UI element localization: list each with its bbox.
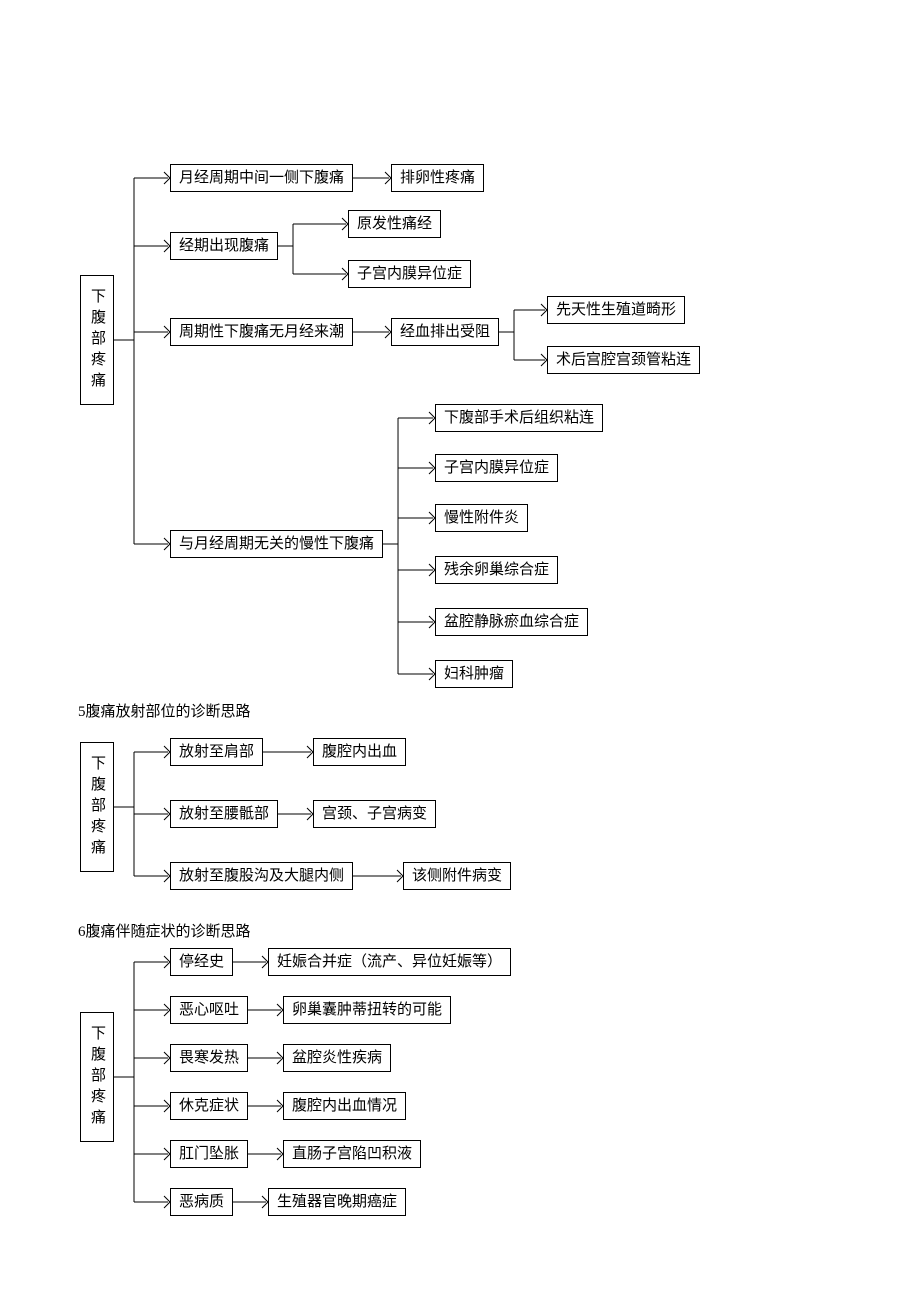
flow-node: 肛门坠胀	[170, 1140, 248, 1168]
flow-node: 与月经周期无关的慢性下腹痛	[170, 530, 383, 558]
flow-node: 下腹部手术后组织粘连	[435, 404, 603, 432]
flow-node: 排卵性疼痛	[391, 164, 484, 192]
flow-node: 残余卵巢综合症	[435, 556, 558, 584]
flow-node: 原发性痛经	[348, 210, 441, 238]
flow-node: 放射至腹股沟及大腿内侧	[170, 862, 353, 890]
flow-node: 下腹部疼痛	[80, 275, 114, 405]
flow-node: 卵巢囊肿蒂扭转的可能	[283, 996, 451, 1024]
flow-node: 下腹部疼痛	[80, 742, 114, 872]
flow-node: 恶心呕吐	[170, 996, 248, 1024]
flow-node: 慢性附件炎	[435, 504, 528, 532]
flow-node: 生殖器官晚期癌症	[268, 1188, 406, 1216]
flow-node: 盆腔炎性疾病	[283, 1044, 391, 1072]
flow-node: 经期出现腹痛	[170, 232, 278, 260]
flow-node: 宫颈、子宫病变	[313, 800, 436, 828]
section-heading: 6腹痛伴随症状的诊断思路	[78, 920, 251, 941]
flow-node: 停经史	[170, 948, 233, 976]
section-heading: 5腹痛放射部位的诊断思路	[78, 700, 251, 721]
flow-node: 恶病质	[170, 1188, 233, 1216]
flow-node: 放射至腰骶部	[170, 800, 278, 828]
flow-node: 放射至肩部	[170, 738, 263, 766]
flow-node: 畏寒发热	[170, 1044, 248, 1072]
flow-node: 周期性下腹痛无月经来潮	[170, 318, 353, 346]
flow-node: 术后宫腔宫颈管粘连	[547, 346, 700, 374]
flow-node: 该侧附件病变	[403, 862, 511, 890]
flow-node: 妊娠合并症（流产、异位妊娠等）	[268, 948, 511, 976]
flow-node: 子宫内膜异位症	[348, 260, 471, 288]
flow-node: 经血排出受阻	[391, 318, 499, 346]
flow-node: 下腹部疼痛	[80, 1012, 114, 1142]
flow-node: 腹腔内出血	[313, 738, 406, 766]
flow-node: 子宫内膜异位症	[435, 454, 558, 482]
flow-node: 盆腔静脉瘀血综合症	[435, 608, 588, 636]
flow-node: 直肠子宫陷凹积液	[283, 1140, 421, 1168]
flow-node: 先天性生殖道畸形	[547, 296, 685, 324]
flow-node: 腹腔内出血情况	[283, 1092, 406, 1120]
flow-node: 月经周期中间一侧下腹痛	[170, 164, 353, 192]
flow-node: 妇科肿瘤	[435, 660, 513, 688]
edges-svg	[0, 0, 920, 1301]
flow-node: 休克症状	[170, 1092, 248, 1120]
